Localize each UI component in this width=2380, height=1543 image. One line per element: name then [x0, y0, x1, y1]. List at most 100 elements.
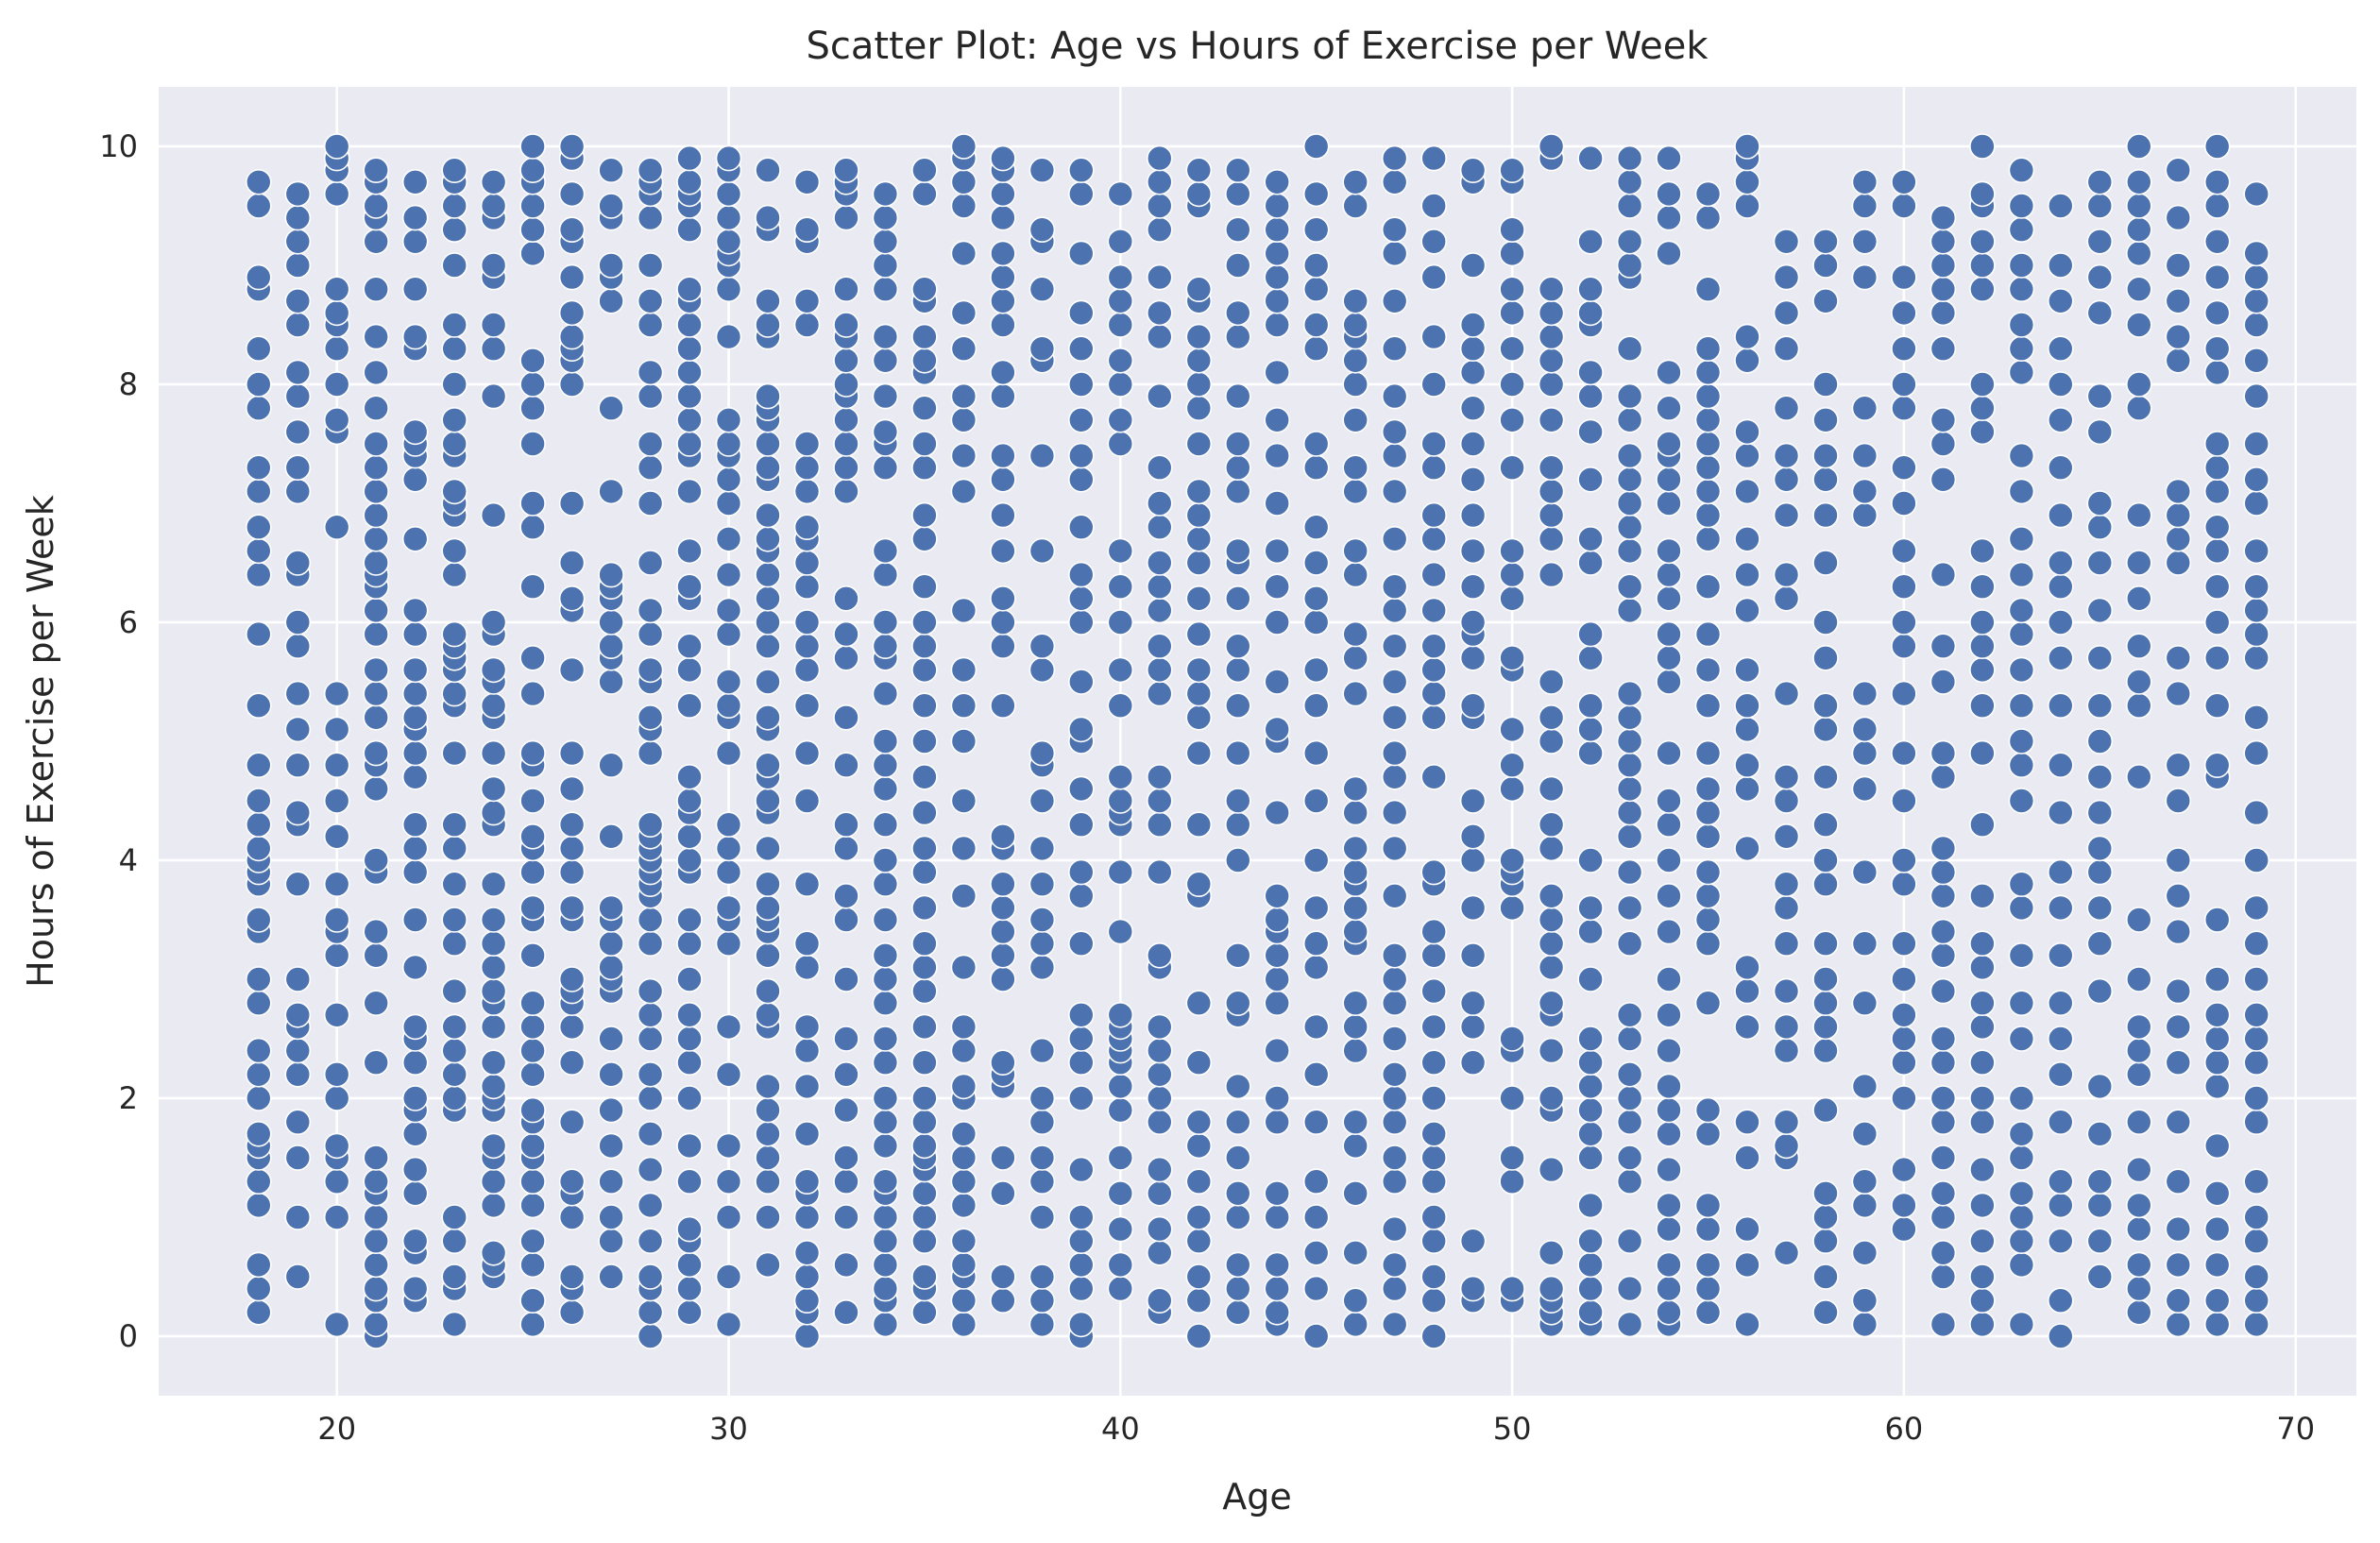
data-point [1342, 680, 1368, 707]
data-point [990, 466, 1016, 493]
data-point [1459, 395, 1487, 422]
data-point [1891, 1026, 1917, 1052]
data-point [715, 692, 742, 720]
data-point [1616, 335, 1643, 363]
data-point [1225, 216, 1251, 243]
data-point [1499, 561, 1525, 588]
data-point [950, 882, 978, 909]
data-point [1930, 918, 1957, 945]
data-point [1459, 312, 1487, 338]
data-point [872, 276, 899, 303]
data-point [1656, 490, 1682, 517]
data-point [558, 894, 586, 922]
data-point [1342, 347, 1368, 374]
data-point [1147, 263, 1173, 291]
data-point [519, 1013, 546, 1041]
data-point [1499, 716, 1525, 743]
data-point [284, 1002, 312, 1028]
data-point [1577, 620, 1604, 648]
data-point [1499, 406, 1525, 433]
data-point [1812, 371, 1839, 398]
data-point [323, 180, 350, 208]
data-point [1656, 1215, 1682, 1243]
data-point [401, 1156, 429, 1183]
data-point [1068, 930, 1095, 958]
data-point [637, 1121, 664, 1147]
data-point [2126, 1037, 2152, 1064]
data-point [1342, 193, 1368, 219]
data-point [2165, 1049, 2192, 1076]
data-point [1694, 692, 1722, 720]
data-point [1107, 371, 1134, 398]
data-point [911, 858, 938, 886]
data-point [1264, 716, 1290, 743]
data-point [715, 811, 742, 839]
data-point [1459, 1049, 1487, 1076]
data-point [2203, 335, 2231, 363]
data-point [2048, 550, 2074, 576]
data-point [1381, 799, 1408, 826]
data-point [363, 656, 390, 684]
data-point [637, 359, 664, 386]
data-point [1459, 359, 1487, 386]
data-point [2086, 799, 2114, 826]
data-point [1577, 1251, 1604, 1279]
data-point [441, 871, 468, 898]
data-point [2203, 454, 2231, 482]
data-point [1969, 252, 1996, 279]
data-point [1420, 1323, 1447, 1349]
data-point [1734, 1215, 1760, 1243]
data-point [1694, 501, 1722, 529]
data-point [1225, 585, 1251, 612]
data-point [2048, 941, 2074, 969]
data-point [1225, 299, 1251, 327]
data-point [1969, 954, 1996, 981]
data-point [833, 1096, 859, 1124]
data-point [1656, 1096, 1682, 1124]
data-point [872, 1251, 899, 1279]
data-point [1538, 835, 1565, 862]
data-point [2048, 858, 2074, 886]
data-point [1773, 299, 1800, 327]
data-point [245, 1251, 272, 1279]
data-point [1381, 1109, 1408, 1135]
data-point [363, 478, 390, 505]
data-point [2203, 514, 2231, 541]
data-point [833, 1299, 859, 1326]
data-point [2165, 157, 2192, 183]
data-point [1225, 1145, 1251, 1171]
data-point [2008, 941, 2035, 969]
data-point [1851, 739, 1878, 767]
data-point [2203, 1311, 2231, 1338]
data-point [598, 287, 624, 314]
data-point [2048, 799, 2074, 826]
data-point [676, 692, 703, 720]
data-point [363, 1168, 390, 1195]
data-point [1147, 144, 1173, 172]
data-point [637, 704, 664, 731]
data-point [872, 180, 899, 208]
data-point [1381, 1168, 1408, 1195]
data-point [2165, 847, 2192, 873]
data-point [363, 620, 390, 648]
data-point [1577, 229, 1604, 255]
data-point [1225, 382, 1251, 410]
data-point [441, 1311, 468, 1338]
data-point [284, 252, 312, 279]
data-point [1773, 263, 1800, 291]
data-point [284, 1145, 312, 1171]
data-point [715, 1168, 742, 1195]
data-point [1694, 990, 1722, 1016]
data-point [1499, 1275, 1525, 1302]
data-point [558, 1204, 586, 1230]
data-point [872, 1204, 899, 1230]
data-point [2048, 454, 2074, 482]
data-point [1302, 1275, 1330, 1302]
data-point [401, 169, 429, 195]
data-point [637, 1061, 664, 1088]
data-point [1381, 739, 1408, 767]
data-point [480, 382, 507, 410]
data-point [1185, 550, 1213, 576]
data-point [911, 431, 938, 457]
